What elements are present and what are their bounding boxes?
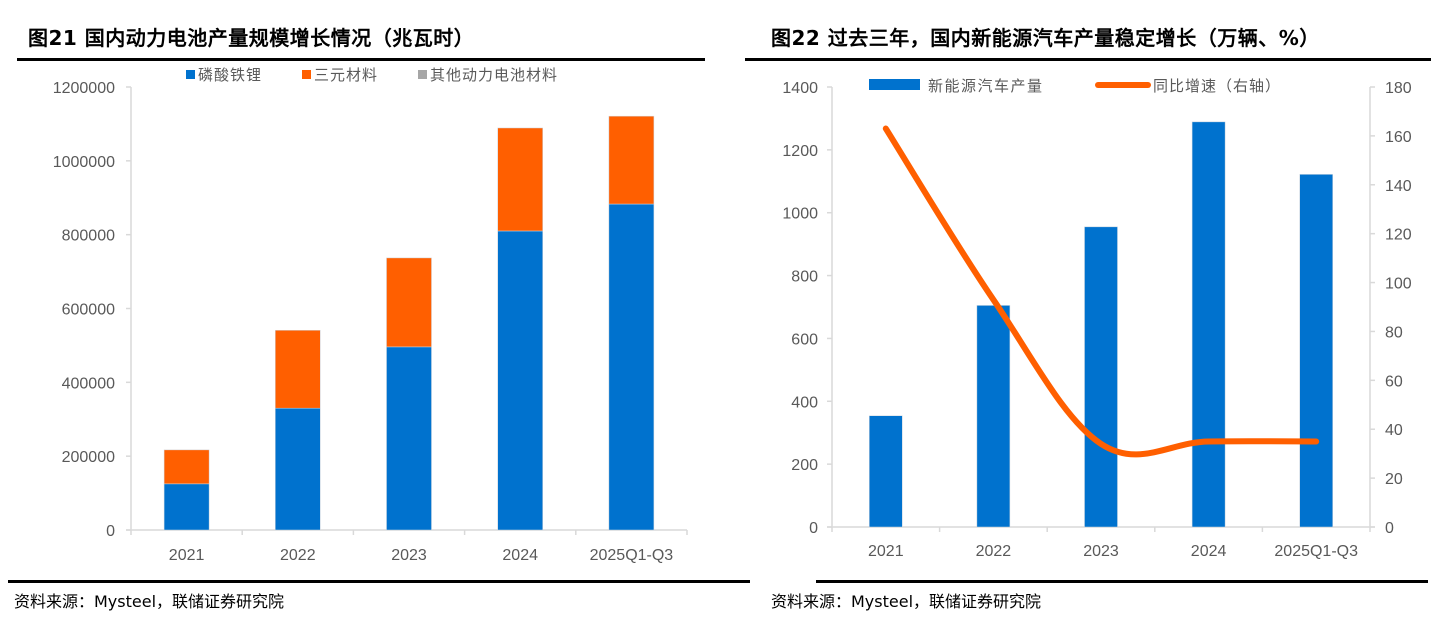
figure-22-top-rule	[745, 58, 1431, 61]
y-right-tick-label: 140	[1385, 178, 1412, 195]
bar-nev-production	[976, 305, 1011, 528]
figure-22-chart: 0 200 400 600 800 1000 1200 1400 0 20 40 60 80 100 120…	[782, 78, 1412, 560]
legend-swatch	[186, 70, 195, 79]
bar-磷酸铁锂	[608, 203, 655, 531]
x-tick-label: 2025Q1-Q3	[590, 547, 674, 564]
y-tick-label: 400000	[62, 375, 115, 392]
y-tick-label: 1200000	[53, 80, 115, 97]
y-left-tick-label: 1200	[782, 143, 818, 160]
bar-磷酸铁锂	[386, 346, 432, 531]
legend-label: 磷酸铁锂	[198, 67, 262, 84]
x-tick-label: 2025Q1-Q3	[1274, 543, 1358, 560]
bar-nev-production	[1299, 174, 1333, 528]
legend-label: 三元材料	[314, 67, 378, 84]
x-tick-label: 2024	[1191, 543, 1227, 560]
bar-三元材料	[275, 330, 321, 409]
bar-nev-production	[1084, 226, 1118, 528]
y-left-tick-label: 600	[791, 331, 818, 348]
y-right-tick-label: 0	[1385, 520, 1394, 537]
x-tick-label: 2021	[868, 543, 904, 560]
y-right-tick-label: 100	[1385, 276, 1412, 293]
x-tick-label: 2023	[391, 547, 427, 564]
figure-22-source: 资料来源：Mysteel，联储证券研究院	[771, 592, 1042, 611]
y-left-tick-label: 0	[809, 520, 818, 537]
bar-磷酸铁锂	[275, 407, 321, 531]
figure-21-title: 图21 国内动力电池产量规模增长情况（兆瓦时）	[28, 26, 475, 50]
bar-三元材料	[608, 115, 655, 205]
bar-nev-production	[1191, 121, 1226, 528]
figure-21-source: 资料来源：Mysteel，联储证券研究院	[14, 592, 285, 611]
y-left-tick-label: 800	[791, 269, 818, 286]
figure-21-bottom-rule	[8, 580, 750, 583]
y-tick-label: 0	[106, 523, 115, 540]
figure-21-panel: 图21 国内动力电池产量规模增长情况（兆瓦时） 0 200000 400000 600…	[8, 26, 750, 611]
legend-label: 其他动力电池材料	[430, 67, 558, 84]
legend-swatch	[302, 70, 311, 79]
bar-nev-production	[869, 415, 903, 528]
legend-label-line: 同比增速（右轴）	[1153, 78, 1281, 95]
y-right-tick-label: 40	[1385, 422, 1403, 439]
y-right-tick-label: 180	[1385, 80, 1412, 97]
figure-21-chart: 0 200000 400000 600000 800000 1000000 1200000 2…	[53, 67, 688, 564]
legend-swatch	[418, 70, 427, 79]
y-tick-label: 800000	[62, 228, 115, 245]
y-right-tick-label: 160	[1385, 129, 1412, 146]
legend-label-bar: 新能源汽车产量	[928, 78, 1044, 95]
y-left-tick-label: 400	[791, 394, 818, 411]
y-tick-label: 600000	[62, 302, 115, 319]
y-tick-label: 1000000	[53, 154, 115, 171]
y-right-tick-label: 80	[1385, 324, 1403, 341]
line-yoy-growth	[882, 125, 1320, 458]
bar-三元材料	[386, 257, 432, 348]
bar-磷酸铁锂	[163, 483, 210, 531]
figure-22-title: 图22 过去三年，国内新能源汽车产量稳定增长（万辆、%）	[771, 26, 1320, 50]
x-tick-label: 2021	[169, 547, 205, 564]
y-right-tick-label: 60	[1385, 373, 1403, 390]
x-tick-label: 2022	[976, 543, 1012, 560]
legend-swatch-bar	[869, 79, 920, 90]
figure-22-bottom-rule	[816, 580, 1428, 583]
figure-21-top-rule	[17, 58, 705, 61]
y-right-tick-label: 120	[1385, 227, 1412, 244]
bar-三元材料	[497, 127, 543, 232]
x-tick-label: 2022	[280, 547, 316, 564]
y-tick-label: 200000	[62, 449, 115, 466]
figure-22-panel: 图22 过去三年，国内新能源汽车产量稳定增长（万辆、%） 0 200 400 600 8…	[727, 0, 1454, 618]
x-tick-label: 2024	[502, 547, 538, 564]
y-left-tick-label: 1000	[782, 206, 818, 223]
y-left-tick-label: 200	[791, 457, 818, 474]
bar-磷酸铁锂	[497, 230, 543, 531]
x-tick-label: 2023	[1083, 543, 1119, 560]
y-left-tick-label: 1400	[782, 80, 818, 97]
bar-三元材料	[163, 449, 210, 485]
y-right-tick-label: 20	[1385, 471, 1403, 488]
